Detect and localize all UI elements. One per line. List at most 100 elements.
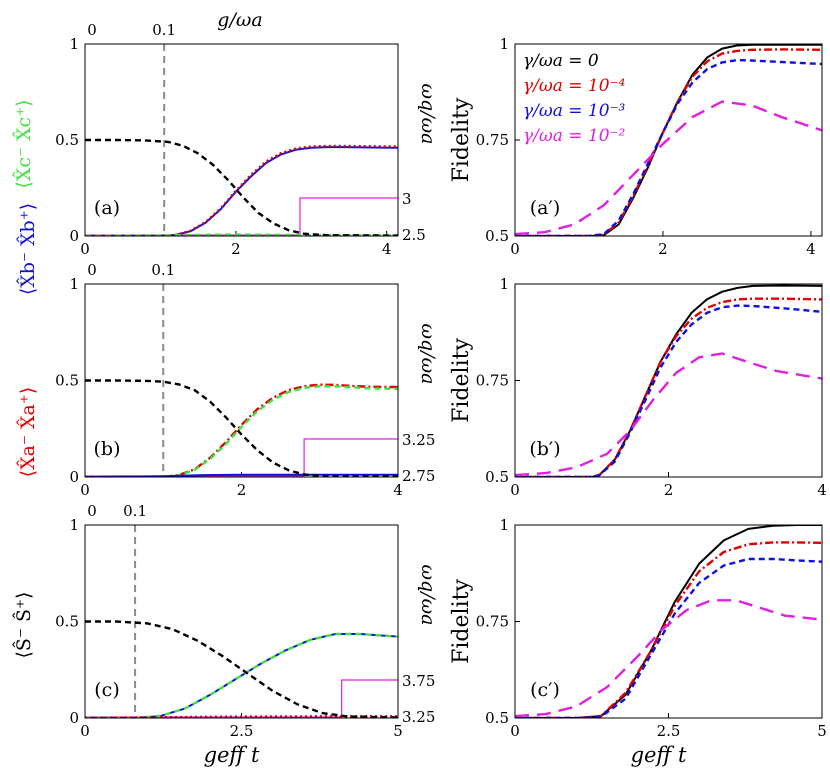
right-tick-label: 3.25	[402, 708, 435, 726]
top-tick-label: 0.1	[152, 21, 176, 39]
series-line	[515, 100, 822, 236]
top-tick-label: 0.1	[151, 261, 175, 279]
series-line	[85, 379, 398, 477]
x-axis-label: geff t	[204, 743, 260, 767]
x-tick-label: 4	[393, 481, 403, 499]
x-tick-label: 5	[817, 722, 827, 740]
panel-label: (b′)	[529, 438, 560, 460]
axes-frame	[514, 524, 823, 719]
series-line	[85, 138, 398, 236]
left-axis-label: ⟨Ŝ⁻ Ŝ⁺⟩	[12, 592, 35, 659]
right-tick-label: 2.5	[402, 226, 426, 244]
legend-entry: γ/ωa = 10⁻³	[523, 101, 626, 121]
x-tick-label: 4	[382, 240, 392, 258]
y-tick-label: 0.5	[485, 227, 509, 245]
x-tick-label: 0	[80, 481, 90, 499]
x-tick-label: 2.5	[230, 722, 254, 740]
y-tick-label: 0.75	[476, 372, 509, 390]
series-line	[85, 146, 398, 236]
left-axis-label-2: ⟨X̂b⁻ X̂b⁺⟩	[17, 203, 39, 295]
series-line	[515, 352, 822, 477]
y-tick-label: 0.5	[55, 131, 79, 149]
y-tick-label: 1	[69, 516, 79, 534]
series-line	[515, 304, 822, 477]
series-line	[515, 284, 822, 477]
x-tick-label: 0	[510, 481, 520, 499]
series-line	[85, 633, 398, 718]
axes-frame	[514, 283, 823, 478]
right-tick-label: 3.75	[402, 672, 435, 690]
x-tick-label: 4	[806, 240, 816, 258]
y-tick-label: 0.75	[476, 131, 509, 149]
panel-b: 0 2 4 0 0.5 1 0 0.1 3.25 2.75 ωq/ωa ⟨X̂a⁻ X̂a⁺⟩ ⟨X̂b…	[17, 203, 439, 499]
y-tick-label: 0.75	[476, 613, 509, 631]
fidelity-label: Fidelity	[449, 338, 474, 423]
x-tick-label: 2.5	[657, 722, 681, 740]
x-tick-label: 0	[510, 722, 520, 740]
series-group	[85, 138, 398, 236]
y-tick-label: 0.5	[55, 372, 79, 390]
y-tick-label: 0	[69, 227, 79, 245]
axes-frame	[84, 43, 399, 237]
axes-frame	[84, 524, 399, 719]
y-tick-label: 0.5	[55, 613, 79, 631]
panel-c_prime: 0 2.5 5 0.5 0.75 1 Fidelity (c′) geff t	[449, 516, 827, 767]
top-axis-label: g/ωa	[217, 9, 262, 31]
x-tick-label: 0	[510, 240, 520, 258]
right-tick-label: 3	[402, 190, 412, 208]
panel-label: (b)	[94, 438, 121, 460]
x-tick-label: 4	[817, 481, 827, 499]
y-tick-label: 1	[499, 35, 509, 53]
series-group	[85, 620, 398, 718]
x-tick-label: 2	[237, 481, 247, 499]
y-tick-label: 1	[69, 35, 79, 53]
series-group	[85, 379, 398, 477]
right-axis-label: ωq/ωa	[417, 84, 439, 145]
panel-a_prime: 0 2 4 0.5 0.75 1 Fidelity (a′) γ/ωa = 0 γ/ωa = 10…	[449, 35, 823, 258]
y-tick-label: 0	[69, 468, 79, 486]
top-tick-label: 0.1	[123, 502, 147, 520]
left-axis-label: ⟨X̂a⁻ X̂a⁺⟩	[17, 387, 39, 478]
legend-entry: γ/ωa = 0	[523, 51, 599, 71]
frequency-step	[85, 438, 398, 477]
series-line	[515, 297, 822, 477]
panel-label: (a′)	[530, 197, 560, 219]
fidelity-label: Fidelity	[449, 97, 474, 182]
x-tick-label: 2	[658, 240, 668, 258]
right-tick-label: 2.75	[402, 467, 435, 485]
axes-frame	[84, 283, 399, 478]
y-tick-label: 1	[69, 275, 79, 293]
legend-entry: γ/ωa = 10⁻²	[523, 126, 626, 146]
right-axis-label: ωq/ωa	[417, 324, 439, 385]
series-line	[515, 58, 822, 236]
x-tick-label: 2	[664, 481, 674, 499]
series-line	[85, 144, 398, 236]
axes-frame	[514, 43, 823, 237]
left-axis-label: ⟨X̂c⁻ X̂c⁺⟩	[13, 99, 35, 188]
y-tick-label: 0.5	[485, 468, 509, 486]
panel-b_prime: 0 2 4 0.5 0.75 1 Fidelity (b′)	[449, 275, 827, 499]
series-line	[85, 473, 398, 477]
y-tick-label: 1	[499, 275, 509, 293]
series-line	[515, 541, 822, 718]
right-tick-label: 3.25	[402, 431, 435, 449]
frequency-step	[85, 679, 398, 718]
legend-entry: γ/ωa = 10⁻⁴	[523, 76, 626, 96]
series-group	[515, 284, 822, 477]
series-line	[85, 620, 398, 718]
x-tick-label: 5	[393, 722, 403, 740]
series-line	[515, 525, 822, 718]
x-axis-label: geff t	[631, 743, 687, 767]
right-axis-label: ωq/ωa	[417, 565, 439, 626]
panel-label: (c)	[94, 679, 119, 701]
series-line	[515, 557, 822, 718]
y-tick-label: 0	[69, 709, 79, 727]
top-tick-label: 0	[87, 21, 97, 39]
series-line	[85, 383, 398, 477]
series-line	[85, 385, 398, 477]
y-tick-label: 1	[499, 516, 509, 534]
series-line	[515, 599, 822, 718]
